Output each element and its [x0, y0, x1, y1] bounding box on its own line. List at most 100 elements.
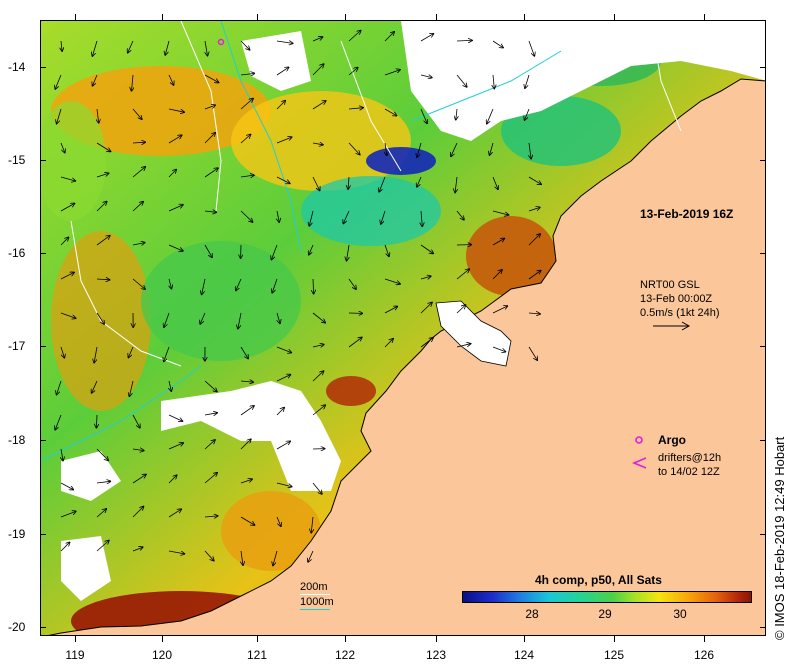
argo-legend-label: Argo: [658, 433, 686, 447]
current-vector: [451, 142, 458, 156]
current-vector: [276, 408, 284, 416]
current-vector: [309, 244, 314, 255]
current-vector: [168, 170, 176, 178]
credit-label: © IMOS 18-Feb-2019 12:49 Hobart: [772, 436, 787, 640]
current-vector: [132, 142, 145, 143]
current-vector: [204, 516, 218, 517]
current-vector: [487, 108, 494, 124]
current-vector: [132, 278, 145, 289]
lon-label: 122: [334, 648, 356, 662]
current-vector: [202, 278, 206, 295]
current-vector: [276, 101, 285, 110]
current-vector: [96, 173, 109, 178]
current-vector: [60, 237, 69, 246]
current-vector: [60, 542, 70, 552]
current-vector: [348, 278, 356, 289]
current-vector: [276, 375, 291, 382]
current-vector: [169, 380, 171, 391]
lat-tick: [760, 440, 766, 441]
current-vector: [417, 142, 422, 157]
current-vector: [168, 244, 183, 251]
drifters-legend-line2: to 14/02 12Z: [658, 466, 720, 478]
current-vector: [204, 211, 216, 212]
lon-tick: [75, 636, 76, 642]
lon-tick: [524, 636, 525, 642]
current-vector: [525, 74, 530, 88]
lon-label: 124: [513, 648, 535, 662]
current-vector: [276, 176, 290, 183]
current-vector: [348, 337, 362, 348]
current-vector: [312, 143, 323, 145]
lat-label: -15: [8, 153, 26, 167]
current-vectors: [55, 31, 541, 566]
current-vector: [379, 176, 386, 192]
current-vector: [384, 339, 393, 348]
current-vector: [456, 74, 467, 87]
current-vector: [312, 312, 325, 323]
current-vector: [240, 135, 251, 144]
current-vector: [92, 380, 98, 393]
current-vector: [132, 547, 143, 552]
current-vector: [276, 67, 289, 76]
current-vector: [492, 40, 503, 48]
lat-label: -17: [8, 339, 26, 353]
current-vector: [60, 482, 73, 490]
lon-tick: [614, 636, 615, 642]
current-vector: [61, 448, 63, 461]
current-legend-scale: 0.5m/s (1kt 24h): [640, 307, 720, 319]
current-vector: [271, 244, 278, 260]
current-vector: [312, 101, 326, 110]
current-vector: [276, 346, 291, 353]
lon-tick: [524, 14, 525, 20]
current-vector: [55, 74, 62, 89]
lat-tick: [760, 534, 766, 535]
current-vector: [421, 210, 422, 226]
current-vector: [528, 176, 541, 184]
current-vector: [128, 346, 134, 358]
depth-200m-line: [300, 594, 330, 595]
current-vector: [384, 32, 394, 42]
colorbar-tick: 30: [673, 607, 687, 621]
current-vector: [348, 68, 358, 76]
current-vector: [57, 380, 62, 395]
lon-label: 123: [425, 648, 447, 662]
current-vector: [312, 405, 325, 416]
current-vector: [420, 244, 433, 254]
current-vector: [420, 338, 433, 348]
current-vector: [204, 413, 217, 415]
current-vector: [384, 244, 389, 256]
current-vector: [204, 380, 217, 392]
lat-label: -19: [8, 527, 26, 541]
current-vector: [240, 210, 253, 222]
sst-map-frame[interactable]: [40, 20, 766, 636]
current-vector: [60, 312, 76, 318]
current-vector: [420, 108, 427, 123]
current-vector: [240, 381, 253, 382]
current-vector: [309, 210, 314, 226]
lat-tick: [40, 440, 46, 441]
current-vector: [420, 302, 432, 314]
depth-1000m-line: [300, 609, 330, 610]
current-vector: [308, 550, 314, 562]
current-legend-source: NRT00 GSL: [640, 279, 700, 291]
current-vector: [168, 205, 183, 212]
current-vector: [528, 207, 540, 212]
current-vector: [492, 346, 506, 352]
lat-tick: [760, 253, 766, 254]
lat-tick: [760, 160, 766, 161]
current-vector: [60, 511, 76, 518]
current-vector: [312, 345, 324, 348]
current-vector: [312, 37, 323, 42]
current-vector: [492, 239, 504, 246]
lat-label: -14: [8, 60, 26, 74]
lon-tick: [257, 636, 258, 642]
lat-tick: [760, 627, 766, 628]
current-vector: [312, 482, 322, 494]
bay: [435, 300, 512, 367]
depth-1000m-label: 1000m: [300, 596, 334, 608]
current-vector: [168, 475, 177, 484]
current-vector: [238, 312, 242, 329]
lon-label: 121: [246, 648, 268, 662]
lat-tick: [40, 627, 46, 628]
argo-float-marker[interactable]: [217, 38, 225, 46]
